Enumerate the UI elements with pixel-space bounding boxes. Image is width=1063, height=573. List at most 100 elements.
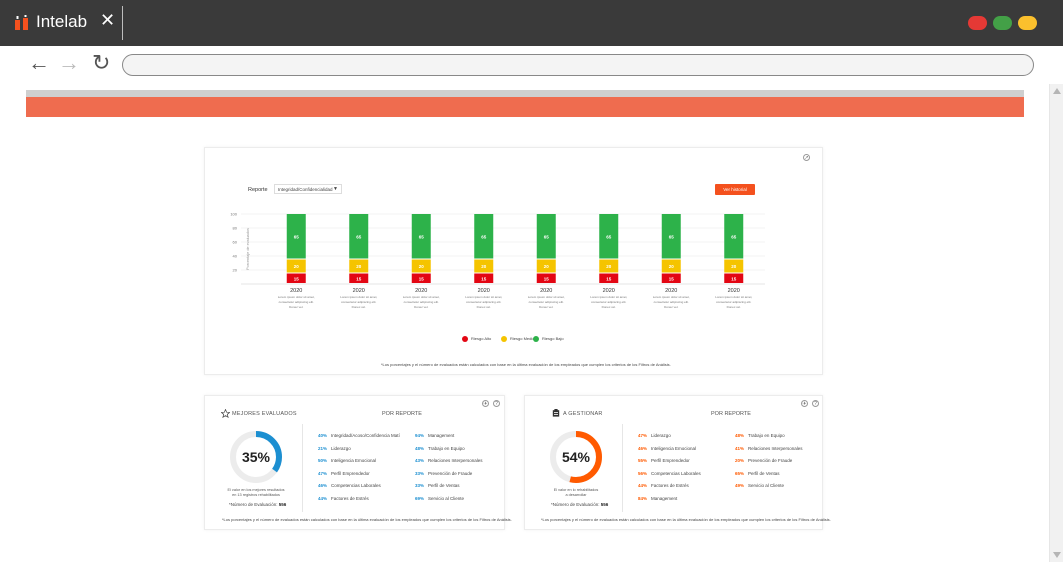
address-bar[interactable] [122, 54, 1034, 76]
reload-icon[interactable]: ↻ [92, 50, 111, 75]
bar-segment [661, 259, 681, 273]
list-item-percent: 84% [638, 495, 648, 501]
window-maximize-icon[interactable] [993, 16, 1012, 30]
stacked-bar-chart: 20 40 60 80 100 Porcentaje de evaluados 15 20 65… [230, 212, 765, 309]
scroll-up-arrow-icon[interactable] [1053, 88, 1061, 94]
list-item-percent: 48% [735, 433, 745, 438]
back-arrow-icon[interactable]: ← [28, 50, 50, 75]
best-subtitle: POR REPORTE [382, 411, 422, 417]
list-item-label: Trabajo en Equipo [428, 445, 465, 451]
manage-subtitle: POR REPORTE [711, 411, 751, 417]
tab-title[interactable]: Intelab [36, 12, 88, 31]
data-label: 15 [731, 276, 737, 281]
window-close-icon[interactable] [968, 16, 987, 30]
category-note: Donec vel. [289, 305, 303, 309]
category-note: Lorem ipsum dolor sit amet, [340, 295, 377, 299]
list-item: 46% Competencias Laborales [318, 483, 381, 488]
list-item: 44% Factores de Estrés [638, 483, 689, 488]
window-minimize-icon[interactable] [1018, 16, 1037, 30]
manage-footnote: *Los porcentajes y el número de evaluado… [541, 517, 831, 522]
share-icon[interactable]: ✈ [801, 400, 808, 407]
list-item: 40% Integridad/Acoso/Confidencia Matí [318, 433, 400, 438]
category-note: consectetur adipiscing elit. [591, 300, 626, 304]
best-donut: 35% [230, 431, 282, 483]
legend-swatch-medium [501, 336, 507, 342]
share-icon[interactable]: ✈ [482, 400, 489, 407]
best-caption-line: en 13 registros rehabilitados [232, 492, 280, 497]
data-label: 65 [481, 234, 487, 239]
data-label: 20 [481, 264, 487, 269]
list-item-label: Factores de Estrés [651, 483, 689, 488]
category-note: Donec vel. [352, 305, 366, 309]
y-tick-label: 20 [233, 268, 238, 273]
data-label: 15 [294, 276, 300, 281]
help-icon[interactable]: ? [493, 400, 500, 407]
category-note: Lorem ipsum dolor sit amet, [715, 295, 752, 299]
list-item-label: Inteligencia Emocional [331, 458, 377, 463]
list-item-percent: 21% [318, 445, 328, 451]
list-item: 48% Trabajo en Equipo [735, 433, 785, 438]
data-label: 20 [669, 264, 675, 269]
forward-arrow-icon[interactable]: → [58, 50, 80, 75]
legend-swatch-high [462, 336, 468, 342]
x-tick-label: 2020 [290, 288, 302, 294]
list-item-label: Management [651, 495, 678, 501]
list-item-percent: 41% [735, 445, 745, 451]
bar-segment [349, 273, 369, 283]
list-item: 55% Perfil Emprendedor [638, 458, 690, 463]
best-evaluations-label: *Número de Evaluación: [229, 502, 278, 507]
list-item: 20% Prevención de Fraude [735, 458, 792, 463]
manage-percent: 54% [562, 449, 591, 465]
browser-title-bar: Intelab ✕ [0, 0, 1063, 46]
list-item: 33% Perfil de Ventas [415, 483, 460, 488]
bar-segment [724, 259, 744, 273]
bar-segment [599, 259, 619, 273]
category-note: Donec vel. [602, 305, 616, 309]
best-evaluated-card: ✈ ? MEJORES EVALUADOS POR REPORTE 35% El… [204, 395, 512, 530]
manage-title: A GESTIONAR [563, 411, 603, 417]
list-item: 56% Competencias Laborales [638, 471, 701, 476]
bar-segment [724, 273, 744, 283]
report-select[interactable]: Integridad/Confidencialidad ▼ [274, 184, 342, 194]
list-item-percent: 43% [415, 458, 425, 463]
list-item-label: Competencias Laborales [331, 483, 381, 488]
list-item-percent: 44% [638, 483, 648, 488]
tab-close-icon[interactable]: ✕ [100, 10, 116, 30]
bar-segment [411, 273, 431, 283]
list-item-percent: 55% [638, 458, 648, 463]
list-item-label: Relaciones Interpersonales [428, 458, 483, 463]
export-icon[interactable]: ↗ [803, 154, 810, 161]
report-chart-card: ↗ Reporte Integridad/Confidencialidad ▼ … [204, 147, 823, 375]
data-label: 20 [356, 264, 362, 269]
chevron-down-icon: ▼ [333, 186, 338, 192]
list-item-percent: 65% [735, 470, 745, 476]
report-select-value: Integridad/Confidencialidad [278, 187, 333, 192]
list-item: 47% Perfil Emprendedor [318, 471, 370, 476]
bar-segment [599, 273, 619, 283]
data-label: 65 [356, 234, 362, 239]
category-note: consectetur adipiscing elit. [529, 300, 564, 304]
list-item-percent: 46% [638, 445, 648, 451]
x-tick-label: 2020 [353, 288, 365, 294]
list-item: 49% Servicio al Cliente [735, 483, 784, 488]
list-item: 43% Relaciones Interpersonales [415, 458, 483, 463]
vertical-scrollbar[interactable] [1049, 84, 1063, 562]
chart-footnote: *Los porcentajes y el número de evaluado… [381, 362, 671, 367]
data-label: 20 [419, 264, 425, 269]
y-tick-label: 60 [233, 240, 238, 245]
data-label: 15 [606, 276, 612, 281]
help-icon[interactable]: ? [812, 400, 819, 407]
x-tick-label: 2020 [665, 288, 677, 294]
category-note: Donec vel. [477, 305, 491, 309]
category-note: consectetur adipiscing elit. [404, 300, 439, 304]
bar-segment [536, 273, 556, 283]
data-label: 15 [356, 276, 362, 281]
data-label: 20 [294, 264, 300, 269]
data-label: 20 [606, 264, 612, 269]
category-note: consectetur adipiscing elit. [341, 300, 376, 304]
bar-segment [286, 259, 306, 273]
view-history-button[interactable]: Ver historial [715, 184, 755, 195]
x-tick-label: 2020 [728, 288, 740, 294]
tab-separator [122, 6, 123, 40]
scroll-down-arrow-icon[interactable] [1053, 552, 1061, 558]
